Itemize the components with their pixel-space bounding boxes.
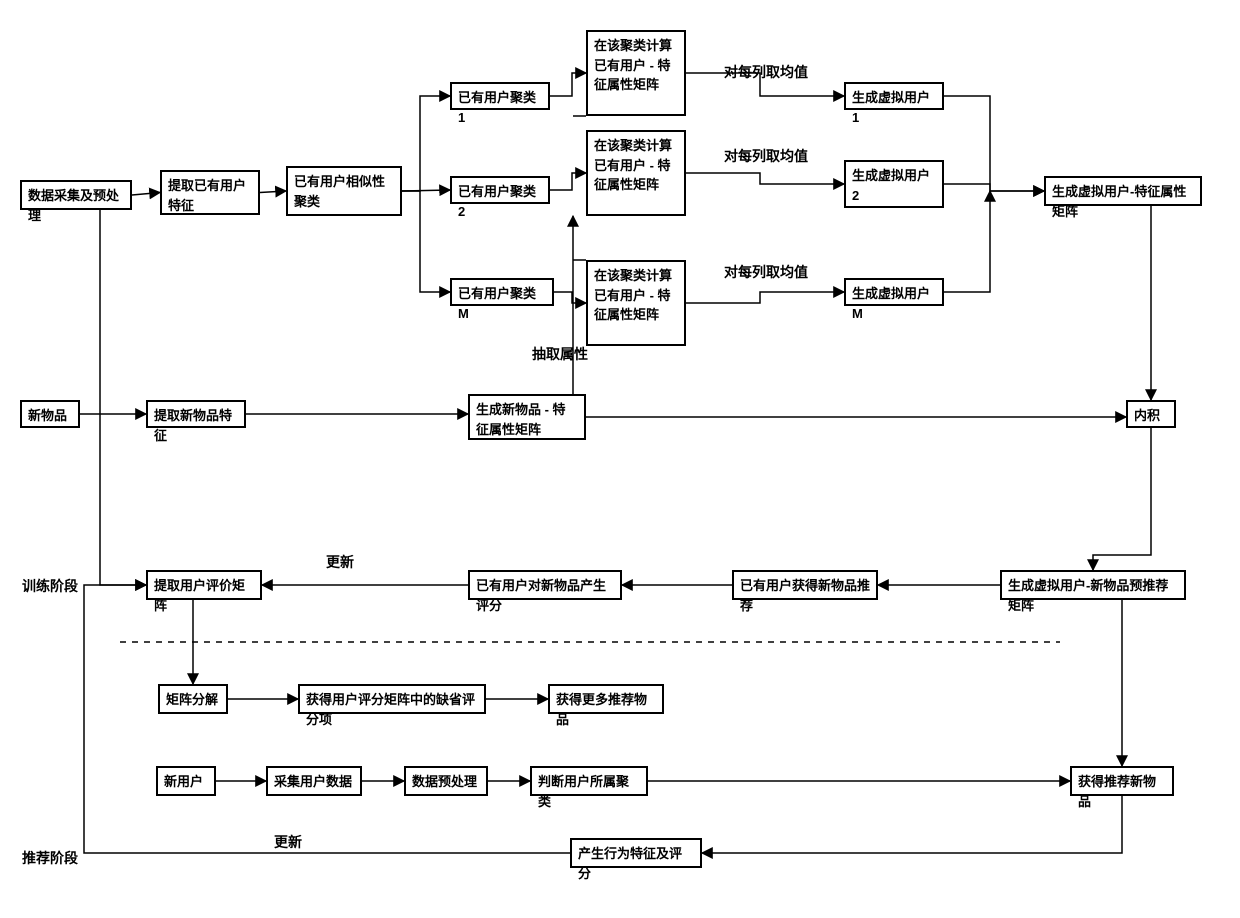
node-behavior_score: 产生行为特征及评分 bbox=[570, 838, 702, 868]
edge bbox=[550, 73, 586, 96]
label-rec_phase: 推荐阶段 bbox=[22, 848, 78, 868]
node-virtM: 生成虚拟用户 M bbox=[844, 278, 944, 306]
node-extract_new: 提取新物品特征 bbox=[146, 400, 246, 428]
node-clusterM: 已有用户聚类 M bbox=[450, 278, 554, 306]
node-virt1: 生成虚拟用户 1 bbox=[844, 82, 944, 110]
edge bbox=[260, 191, 286, 193]
node-new_item: 新物品 bbox=[20, 400, 80, 428]
node-new_item_mat: 生成新物品 - 特征属性矩阵 bbox=[468, 394, 586, 440]
node-mat_decomp: 矩阵分解 bbox=[158, 684, 228, 714]
node-get_rec_item: 获得推荐新物品 bbox=[1070, 766, 1174, 796]
node-extract_feat: 提取已有用户特征 bbox=[160, 170, 260, 215]
label-avg1: 对每列取均值 bbox=[724, 62, 808, 82]
edge bbox=[402, 191, 450, 292]
label-avg2: 对每列取均值 bbox=[724, 146, 808, 166]
node-virt_matrix: 生成虚拟用户-特征属性矩阵 bbox=[1044, 176, 1202, 206]
node-pre_rec_mat: 生成虚拟用户-新物品预推荐矩阵 bbox=[1000, 570, 1186, 600]
node-extract_eval: 提取用户评价矩阵 bbox=[146, 570, 262, 600]
node-get_rec_new: 已有用户获得新物品推荐 bbox=[732, 570, 878, 600]
edge bbox=[944, 184, 1044, 191]
label-extract_attr: 抽取属性 bbox=[532, 344, 588, 364]
edge bbox=[402, 96, 450, 191]
label-update2: 更新 bbox=[274, 832, 302, 852]
edge bbox=[1093, 428, 1151, 570]
node-get_more_rec: 获得更多推荐物品 bbox=[548, 684, 664, 714]
edge bbox=[702, 796, 1122, 853]
label-update1: 更新 bbox=[326, 552, 354, 572]
label-avgM: 对每列取均值 bbox=[724, 262, 808, 282]
node-virt2: 生成虚拟用户2 bbox=[844, 160, 944, 208]
edge bbox=[944, 96, 1044, 191]
node-rating_new: 已有用户对新物品产生评分 bbox=[468, 570, 622, 600]
edge bbox=[402, 190, 450, 191]
node-matrix1: 在该聚类计算已有用户 - 特征属性矩阵 bbox=[586, 30, 686, 116]
edge bbox=[944, 191, 990, 292]
edge bbox=[554, 292, 586, 303]
node-new_user: 新用户 bbox=[156, 766, 216, 796]
node-sim_cluster: 已有用户相似性聚类 bbox=[286, 166, 402, 216]
edge bbox=[550, 173, 586, 190]
node-collect_user: 采集用户数据 bbox=[266, 766, 362, 796]
node-data_prep: 数据预处理 bbox=[404, 766, 488, 796]
node-inner_prod: 内积 bbox=[1126, 400, 1176, 428]
edge bbox=[686, 173, 844, 184]
edge bbox=[686, 292, 844, 303]
node-matrix2: 在该聚类计算已有用户 - 特征属性矩阵 bbox=[586, 130, 686, 216]
node-judge_cluster: 判断用户所属聚类 bbox=[530, 766, 648, 796]
edge bbox=[100, 210, 146, 585]
node-data_collect: 数据采集及预处理 bbox=[20, 180, 132, 210]
node-cluster2: 已有用户聚类 2 bbox=[450, 176, 550, 204]
edge bbox=[132, 193, 160, 196]
node-cluster1: 已有用户聚类 1 bbox=[450, 82, 550, 110]
label-train_phase: 训练阶段 bbox=[22, 576, 78, 596]
node-get_missing: 获得用户评分矩阵中的缺省评分项 bbox=[298, 684, 486, 714]
node-matrixM: 在该聚类计算已有用户 - 特征属性矩阵 bbox=[586, 260, 686, 346]
